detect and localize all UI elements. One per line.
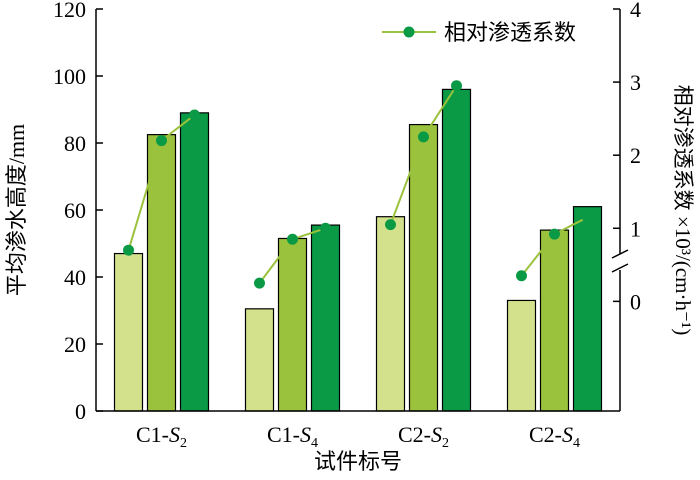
bar	[539, 229, 570, 412]
x-tick-label: C2-S2	[398, 422, 449, 451]
y-tick-label-right: 3	[630, 70, 641, 95]
line-point	[189, 109, 200, 121]
y-ticks-right: 0 1 2 3 4	[613, 0, 641, 314]
bars-layer	[113, 88, 603, 412]
bar	[408, 123, 439, 412]
bar	[146, 134, 177, 412]
y-tick-label-right: 1	[630, 216, 641, 241]
legend-marker	[403, 26, 415, 38]
y-tick-label-left: 80	[64, 131, 86, 156]
y-tick-label-left: 60	[64, 198, 86, 223]
bar	[113, 252, 144, 412]
y-ticks-left: 0 20 40 60 80 100 120	[53, 0, 103, 424]
x-tick-labels: C1-S2 C1-S4 C2-S2 C2-S4	[136, 422, 580, 451]
x-tick-label: C2-S4	[529, 422, 580, 451]
bar	[375, 216, 406, 412]
x-tick-label: C1-S4	[267, 422, 318, 451]
line-point	[418, 131, 429, 143]
y-tick-label-right: 2	[630, 143, 641, 168]
bar	[179, 112, 210, 412]
line-series-layer	[123, 80, 593, 289]
line-point	[582, 211, 593, 223]
y2-axis-title: 相对渗透系数 ×10³/(cm·h⁻¹)	[671, 85, 695, 336]
y-tick-label-right: 0	[630, 289, 641, 314]
line-point	[320, 222, 331, 234]
x-tick-label: C1-S2	[136, 422, 187, 451]
y-tick-label-right: 4	[630, 0, 641, 22]
line-point	[549, 228, 560, 240]
bar	[441, 88, 472, 412]
line-point	[123, 244, 134, 256]
y-tick-label-left: 0	[75, 399, 86, 424]
y-tick-label-left: 40	[64, 265, 86, 290]
x-axis-title: 试件标号	[314, 449, 402, 474]
line-point	[385, 219, 396, 231]
legend: 相对渗透系数	[382, 20, 576, 45]
y-tick-label-left: 100	[53, 64, 86, 89]
line-point	[254, 277, 265, 289]
bar	[506, 299, 537, 412]
bar	[572, 206, 603, 412]
y-tick-label-left: 120	[53, 0, 86, 22]
line-point	[156, 135, 167, 147]
line-point	[287, 233, 298, 245]
line-point	[451, 80, 462, 92]
bar	[277, 237, 308, 412]
y-tick-label-left: 20	[64, 332, 86, 357]
bar	[310, 224, 341, 412]
bar	[244, 308, 275, 412]
axis-break-marker	[611, 249, 629, 273]
line-point	[516, 270, 527, 282]
y-axis-title: 平均渗水高度/mm	[4, 124, 29, 296]
legend-label: 相对渗透系数	[444, 20, 576, 45]
